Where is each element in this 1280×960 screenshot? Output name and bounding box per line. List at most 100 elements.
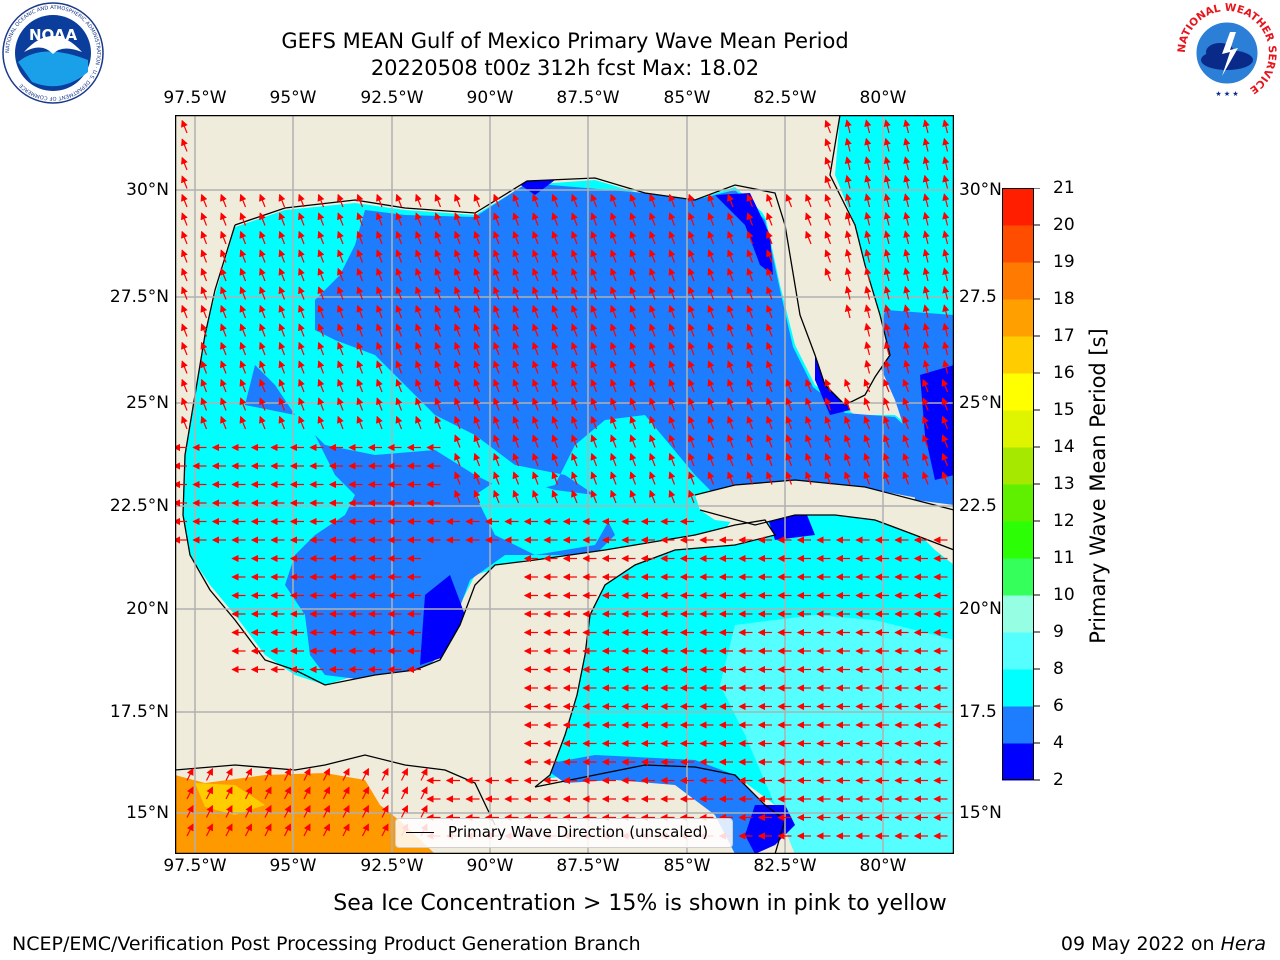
- wave-arrow: [571, 212, 578, 226]
- wave-arrow: [824, 452, 832, 467]
- wave-arrow: [395, 267, 403, 282]
- wave-arrow: [493, 434, 500, 448]
- wave-arrow: [649, 360, 656, 374]
- colorbar-tick-label: 17: [1053, 326, 1075, 346]
- wave-arrow: [883, 285, 891, 300]
- wave-arrow: [707, 212, 715, 226]
- colorbar: [1002, 188, 1040, 781]
- wave-arrow: [571, 489, 578, 504]
- wave-arrow: [415, 286, 422, 300]
- wave-arrow: [473, 230, 481, 245]
- wave-arrow: [883, 248, 891, 263]
- wave-arrow: [844, 304, 852, 319]
- wave-arrow: [186, 767, 194, 781]
- wave-arrow: [512, 323, 520, 337]
- wave-arrow: [181, 415, 188, 430]
- wave-arrow: [864, 248, 872, 263]
- wave-arrow: [571, 341, 578, 356]
- wave-arrow: [400, 767, 408, 781]
- wave-arrow: [766, 415, 773, 430]
- wave-arrow: [610, 230, 617, 245]
- wave-arrow: [264, 767, 272, 781]
- colorbar-tick-label: 8: [1053, 659, 1064, 679]
- wave-arrow: [298, 360, 305, 374]
- wave-arrow: [766, 323, 773, 337]
- wave-arrow: [668, 249, 676, 263]
- wave-arrow: [649, 341, 656, 356]
- wave-arrow: [322, 804, 330, 818]
- wave-arrow: [590, 323, 598, 337]
- wave-arrow: [707, 193, 715, 208]
- wave-arrow: [356, 378, 364, 393]
- wave-arrow: [590, 212, 598, 226]
- wave-arrow: [883, 415, 890, 430]
- wave-arrow: [551, 212, 559, 226]
- wave-arrow: [205, 767, 213, 781]
- wave-arrow: [727, 341, 734, 356]
- wave-arrow: [181, 156, 188, 171]
- map-plot[interactable]: [175, 115, 954, 854]
- wave-arrow: [707, 267, 715, 282]
- wave-arrow: [181, 360, 188, 374]
- wave-arrow: [942, 156, 950, 171]
- wave-arrow: [805, 452, 812, 467]
- wave-arrow: [395, 415, 403, 430]
- wave-arrow: [434, 230, 442, 245]
- wave-arrow: [766, 212, 773, 226]
- wave-arrow: [903, 193, 911, 208]
- caribbean-light-water: [720, 615, 954, 854]
- mexico-land: [175, 555, 265, 675]
- us-gulf-coast-land: [175, 115, 775, 555]
- wave-arrow: [200, 286, 208, 300]
- wave-arrow: [259, 230, 266, 245]
- wave-arrow: [356, 212, 364, 226]
- wave-arrow: [376, 286, 383, 300]
- lon-tick-top: 85°W: [663, 88, 711, 108]
- wave-arrow: [181, 304, 188, 319]
- wave-arrow: [181, 397, 188, 411]
- wave-arrow: [551, 360, 559, 374]
- wave-arrow: [571, 323, 578, 337]
- wave-arrow: [283, 767, 291, 781]
- wave-arrow: [356, 323, 364, 337]
- wave-arrow: [317, 249, 325, 263]
- wave-arrow: [883, 156, 891, 171]
- wave-arrow: [629, 471, 637, 485]
- wave-arrow: [688, 304, 695, 319]
- wave-arrow: [298, 212, 305, 226]
- wave-arrow: [903, 304, 911, 319]
- wave-arrow: [590, 452, 598, 467]
- wave-arrow: [805, 415, 812, 430]
- wave-arrow: [454, 452, 461, 467]
- wave-arrow: [200, 360, 208, 374]
- wave-arrow: [512, 304, 520, 319]
- lon-tick-bottom: 90°W: [466, 856, 514, 876]
- wave-arrow: [844, 248, 852, 263]
- wave-arrow: [278, 249, 286, 263]
- wave-arrow: [707, 434, 715, 448]
- wave-arrow: [376, 323, 383, 337]
- wave-arrow: [942, 341, 950, 356]
- wave-arrow: [512, 415, 520, 430]
- wave-arrow: [181, 175, 188, 189]
- wave-arrow: [434, 415, 442, 430]
- wave-arrow: [337, 323, 344, 337]
- wave-arrow: [283, 804, 291, 818]
- wave-arrow: [493, 249, 500, 263]
- lat-tick-right: 22.5: [959, 496, 997, 516]
- wave-arrow: [361, 786, 369, 800]
- wave-arrow: [551, 304, 559, 319]
- wave-arrow: [785, 452, 793, 467]
- wave-arrow: [746, 249, 754, 263]
- wave-arrow: [239, 304, 247, 319]
- wave-arrow: [883, 193, 891, 208]
- wave-arrow: [629, 434, 637, 448]
- wave-arrow: [649, 212, 656, 226]
- wave-direction-arrows: [175, 119, 950, 840]
- wave-arrow: [902, 471, 910, 485]
- wave-arrow: [532, 267, 539, 282]
- wave-arrow: [707, 230, 715, 245]
- wave-arrow: [473, 471, 481, 485]
- wave-arrow: [317, 304, 325, 319]
- wave-arrow: [883, 471, 890, 485]
